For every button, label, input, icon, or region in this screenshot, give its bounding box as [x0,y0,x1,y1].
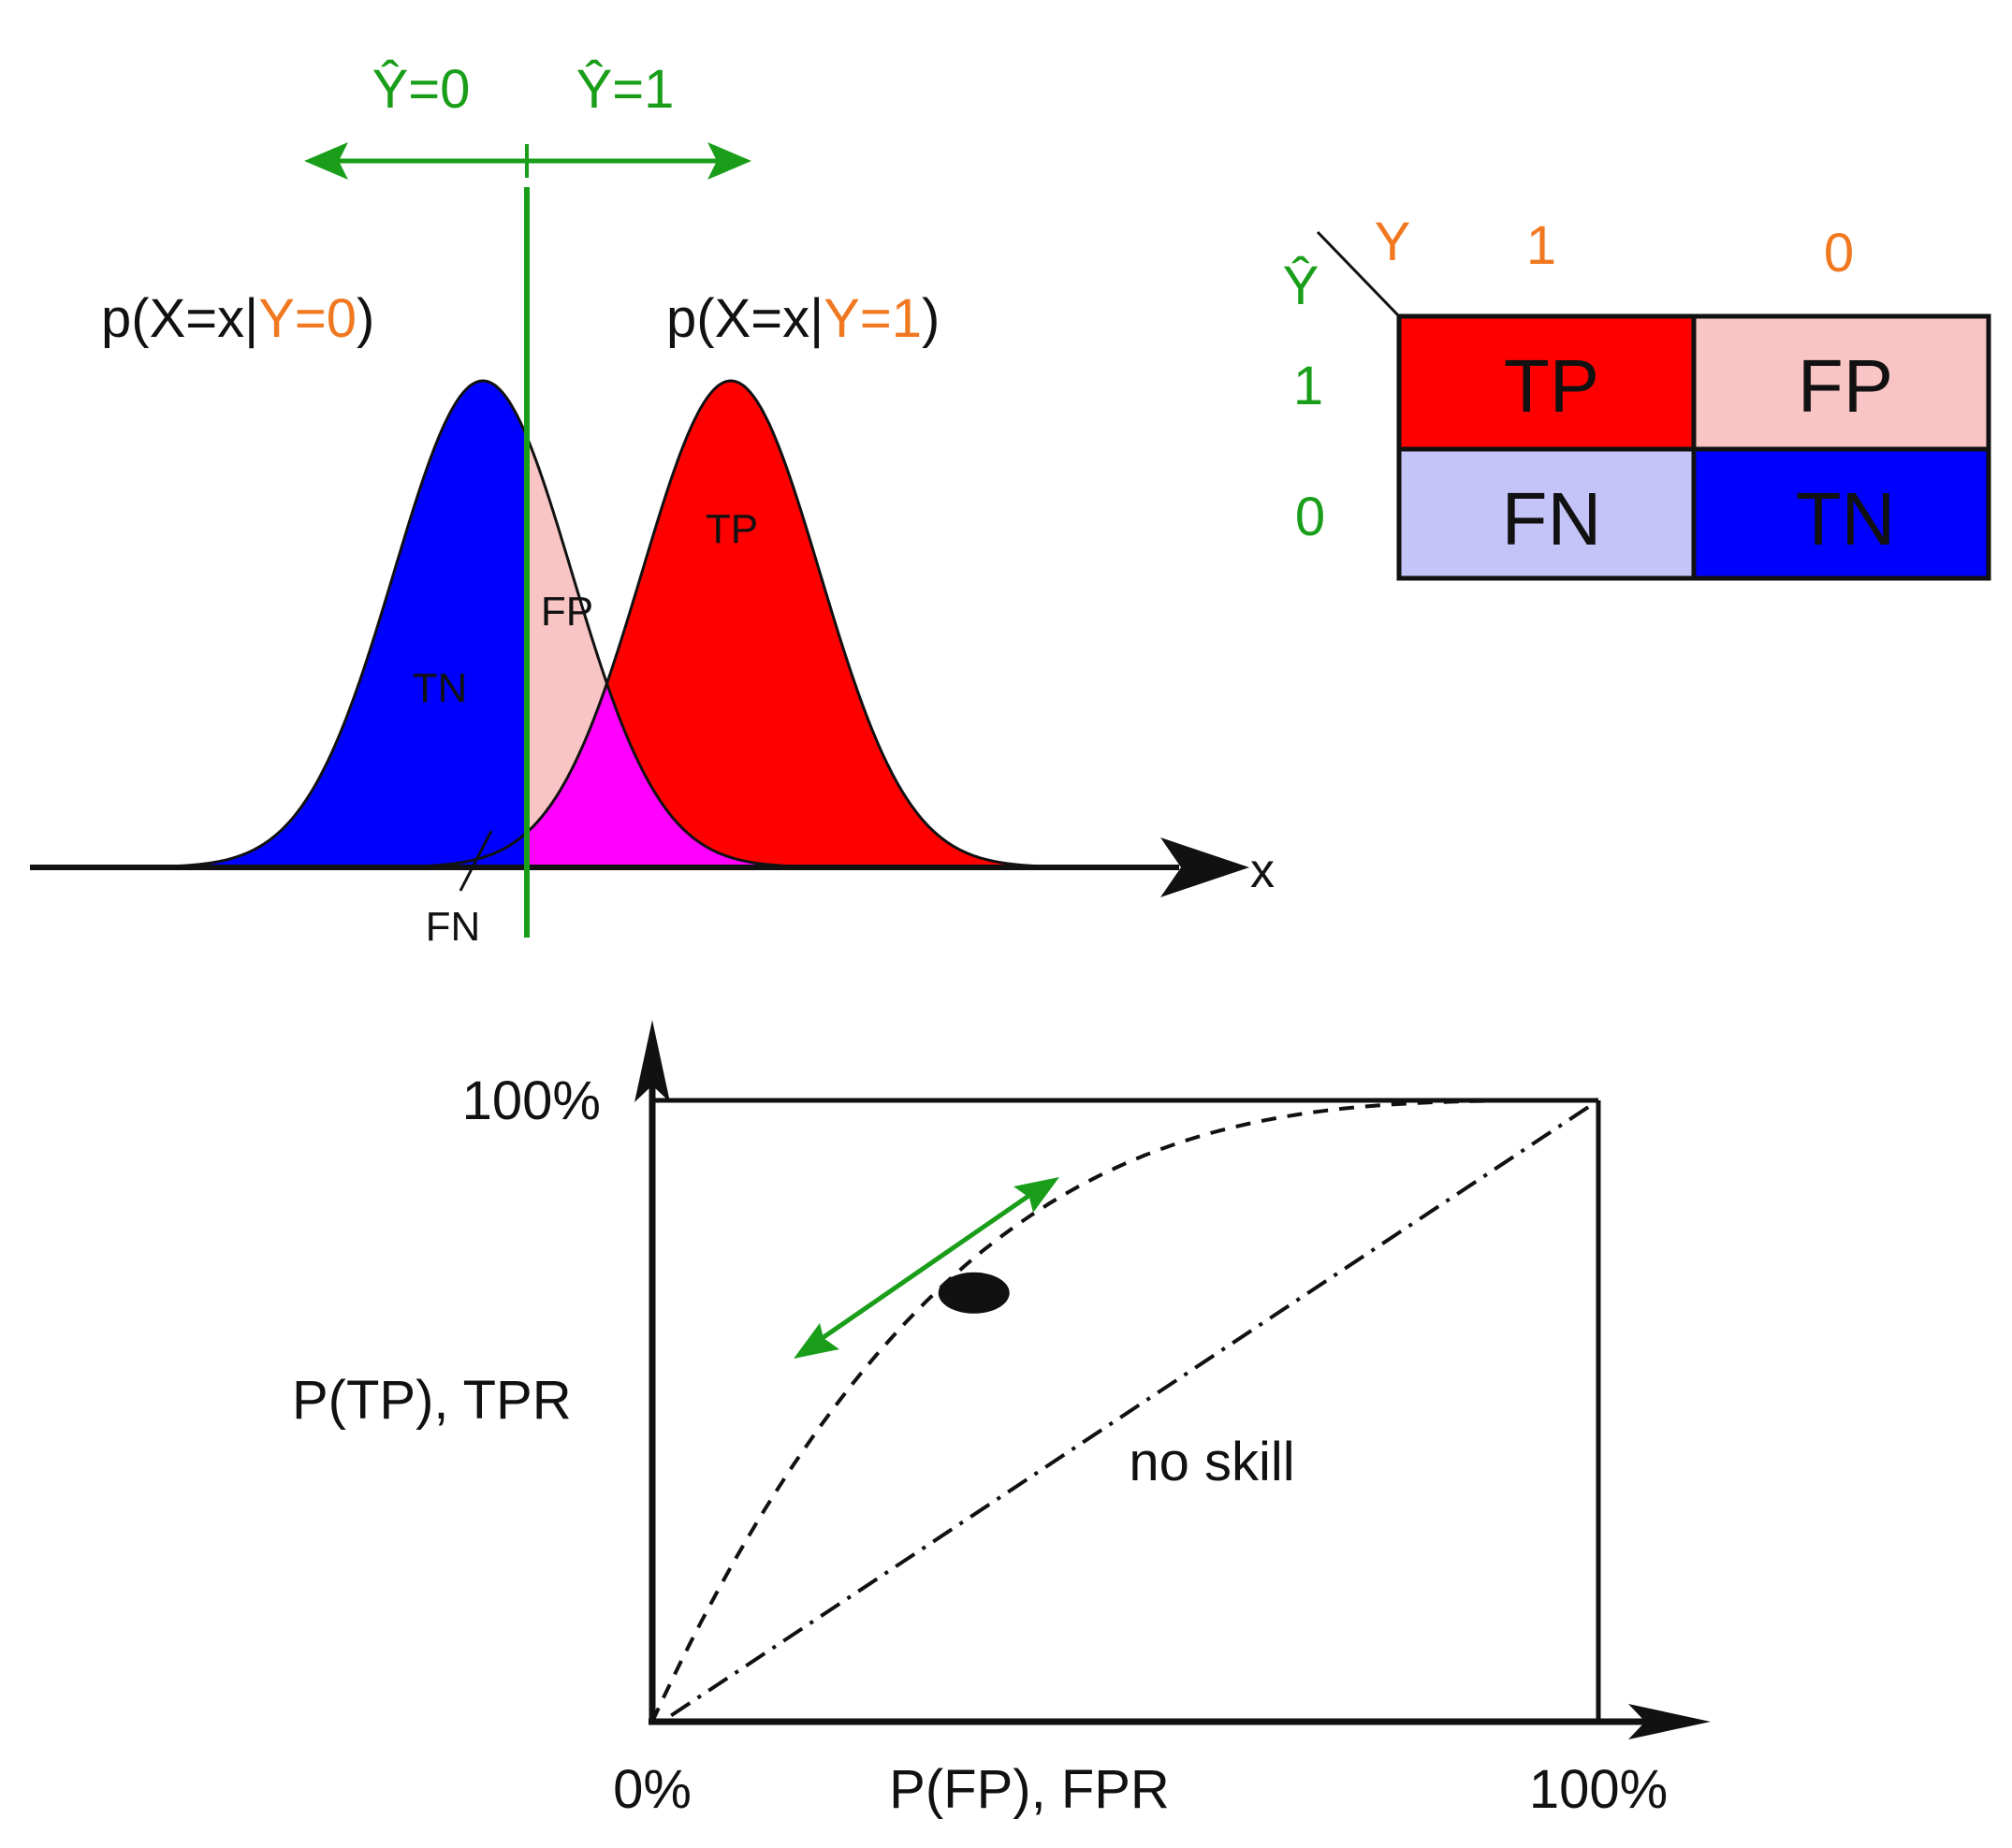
negative-class-curve [94,379,843,869]
threshold-arrow-right-head [707,142,751,180]
roc-curve [650,1099,1598,1723]
tp-region [527,381,1198,867]
pos-title-suffix: ) [922,288,940,349]
roc-x-right-label: 100% [1529,1759,1668,1820]
actual-col-1: 1 [1526,215,1556,276]
pos-title-prefix: p(X=x| [666,288,824,349]
cell-fn [1396,446,1697,581]
neg-title-suffix: ) [357,288,374,349]
neg-title-condition: Y=0 [258,288,357,349]
cell-tn [1691,446,1991,581]
predict-positive-label: Ŷ=1 [576,59,675,120]
predicted-axis-label: Ŷ [1283,255,1319,316]
confusion-matrix: Y Ŷ 1 0 1 0 TP FP FN TN [1283,211,1991,581]
positive-class-title: p(X=x|Y=1) [666,288,940,349]
cell-fn-label: FN [1502,477,1602,560]
tp-label: TP [706,506,758,552]
x-axis-arrowhead [1160,837,1249,897]
roc-y-arrowhead [634,1020,670,1102]
operating-point-slide-arrow [812,1187,1039,1346]
roc-y-top-label: 100% [462,1070,601,1131]
pos-title-condition: Y=1 [824,288,922,349]
cell-fp-label: FP [1798,344,1893,428]
fp-label: FP [541,589,593,634]
negative-class-title: p(X=x|Y=0) [101,288,374,349]
positive-class-curve [356,379,1123,869]
predicted-row-0: 0 [1295,487,1325,547]
tn-region [56,381,527,867]
roc-plot: 100% P(TP), TPR 0% P(FP), FPR 100% no sk… [292,1020,1711,1820]
x-axis-label: x [1250,844,1275,898]
overlap-region [527,684,936,867]
actual-col-0: 0 [1824,223,1854,284]
no-skill-label: no skill [1129,1432,1294,1492]
threshold-arrow-left-head [304,142,348,180]
slide-arrow-lower-head [794,1323,839,1359]
predicted-row-1: 1 [1293,356,1323,416]
roc-y-axis-label: P(TP), TPR [292,1370,572,1431]
predict-negative-label: Ŷ=0 [372,59,471,120]
neg-title-prefix: p(X=x| [101,288,258,349]
cell-tp-label: TP [1504,344,1599,428]
roc-x-left-label: 0% [613,1759,692,1820]
class-distributions: x TN FP TP FN p(X=x|Y=0) p(X=x|Y=1) Ŷ=0 … [30,59,1275,950]
fn-leader-line [459,830,493,892]
roc-x-arrowhead [1628,1704,1711,1739]
no-skill-line [670,1099,1600,1718]
matrix-corner-divider [1316,230,1401,318]
roc-x-axis-label: P(FP), FPR [889,1759,1170,1820]
operating-point[interactable] [938,1272,1010,1314]
cell-tn-label: TN [1796,477,1896,560]
fn-label: FN [426,904,481,950]
actual-axis-label: Y [1375,211,1411,272]
tn-label: TN [413,665,468,711]
slide-arrow-upper-head [1013,1177,1059,1213]
